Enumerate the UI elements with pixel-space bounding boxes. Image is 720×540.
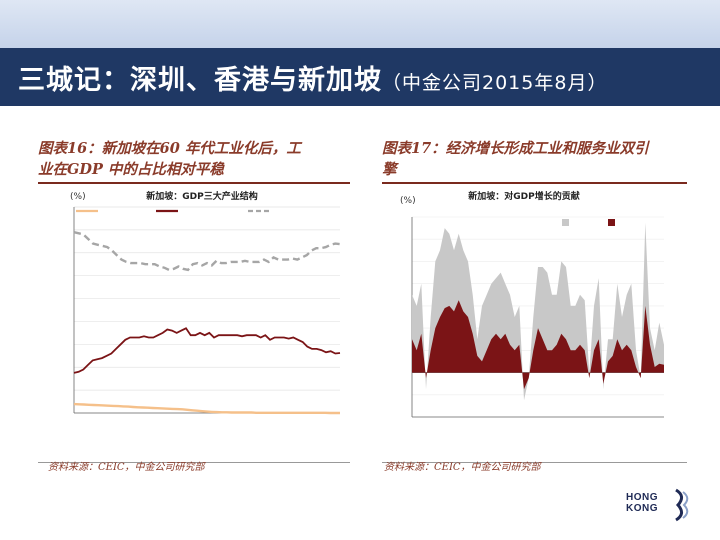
right-caption-line-2: 擎: [382, 161, 397, 178]
left-chart: 新加坡：GDP三大产业结构 (%): [70, 190, 341, 415]
left-caption-line-2: 业在GDP 中的占比相对平稳: [38, 161, 224, 178]
right-chart: 新加坡：对GDP增长的贡献 (%): [400, 190, 664, 418]
right-chart-ylabel: (%): [400, 196, 416, 206]
left-chart-axes: [73, 206, 340, 414]
logo-text-kong: KONG: [626, 503, 658, 514]
right-source-rule: [382, 462, 687, 463]
hong-kong-logo: HONG KONG: [626, 488, 696, 522]
hong-kong-logo-mark-icon: [675, 488, 689, 522]
right-source: 资料来源：CEIC，中金公司研究部: [384, 462, 541, 473]
left-chart-title: 新加坡：GDP三大产业结构: [146, 190, 257, 202]
right-caption-line-1: 图表17：经济增长形成工业和服务业双引: [382, 140, 649, 157]
right-chart-caption: 图表17：经济增长形成工业和服务业双引 擎: [382, 138, 692, 180]
right-chart-title: 新加坡：对GDP增长的贡献: [468, 190, 579, 202]
slide-top-gradient: [0, 0, 720, 48]
slide-title: 三城记：深圳、香港与新加坡（中金公司2015年8月）: [18, 58, 607, 97]
right-chart-series: [412, 222, 664, 401]
right-caption-rule: [382, 182, 687, 184]
right-legend-swatch: [608, 219, 615, 226]
left-chart-ylabel: (%): [70, 192, 86, 202]
right-legend-swatch: [562, 219, 569, 226]
left-series-line-1: [73, 327, 341, 374]
left-chart-caption: 图表16：新加坡在60 年代工业化后，工 业在GDP 中的占比相对平稳: [38, 138, 358, 180]
left-caption-rule: [38, 182, 350, 184]
left-chart-series: [73, 231, 341, 415]
right-series-area-1: [412, 300, 664, 390]
left-source-rule: [38, 462, 350, 463]
slide-title-sub: （中金公司2015年8月）: [382, 72, 608, 94]
right-chart-legend: [562, 219, 615, 226]
left-series-line-2: [73, 231, 341, 272]
left-caption-line-1: 图表16：新加坡在60 年代工业化后，工: [38, 140, 301, 157]
slide-title-bar: 三城记：深圳、香港与新加坡（中金公司2015年8月）: [0, 48, 720, 106]
slide-title-main: 三城记：深圳、香港与新加坡: [18, 65, 382, 96]
logo-text-hong: HONG: [626, 492, 658, 503]
left-series-line-0: [73, 402, 340, 415]
left-source: 资料来源：CEIC，中金公司研究部: [48, 462, 205, 473]
